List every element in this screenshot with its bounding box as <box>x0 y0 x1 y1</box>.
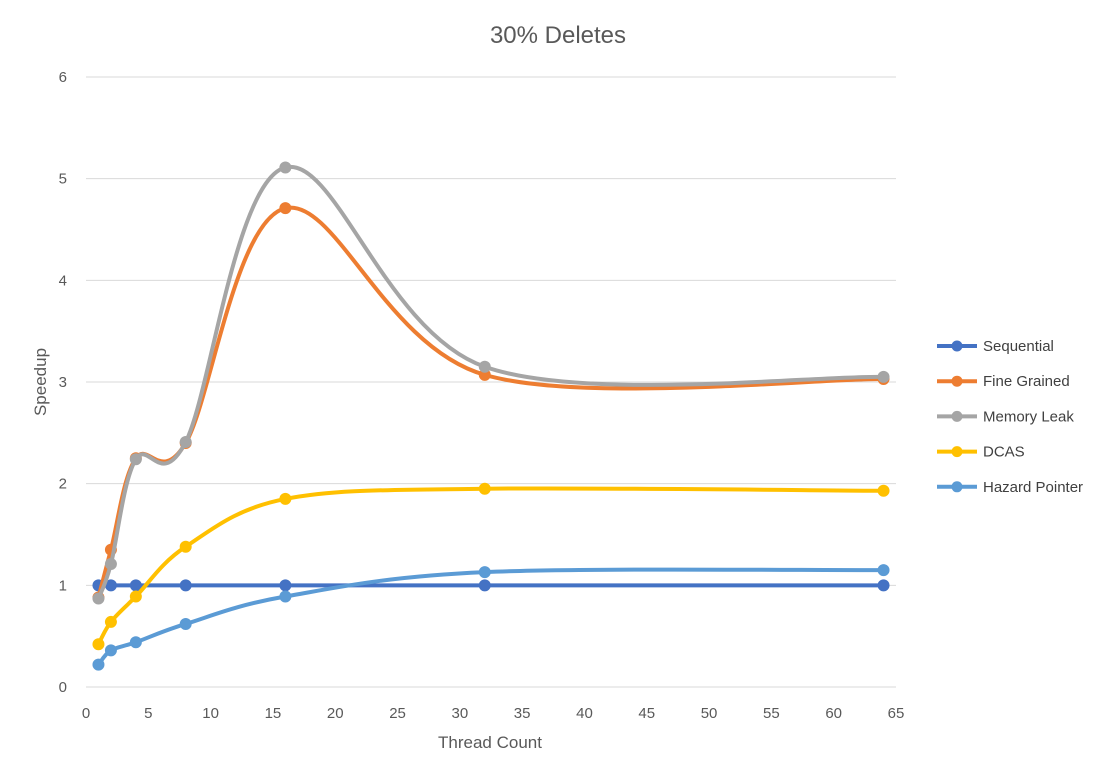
x-tick-label: 5 <box>144 705 152 722</box>
data-point-hazard-pointer <box>129 636 142 649</box>
x-tick-label: 45 <box>638 705 655 722</box>
legend-label: Hazard Pointer <box>983 479 1083 496</box>
data-point-dcas <box>877 484 890 497</box>
data-point-sequential <box>478 579 491 592</box>
data-point-dcas <box>179 540 192 553</box>
y-tick-label: 6 <box>59 69 67 86</box>
data-point-sequential <box>129 579 142 592</box>
data-point-memory-leak <box>179 435 192 448</box>
x-tick-label: 25 <box>389 705 406 722</box>
data-point-memory-leak <box>279 161 292 174</box>
legend-item-sequential: Sequential <box>937 338 1054 355</box>
series-hazard-pointer <box>92 564 890 671</box>
x-tick-label: 35 <box>514 705 531 722</box>
x-tick-label: 50 <box>701 705 718 722</box>
series-line-memory-leak <box>96 165 886 601</box>
legend-item-memory-leak: Memory Leak <box>937 408 1074 425</box>
gridlines <box>86 76 896 586</box>
legend-label: Sequential <box>983 338 1054 355</box>
legend-item-hazard-pointer: Hazard Pointer <box>937 479 1083 496</box>
y-tick-label: 3 <box>59 374 67 391</box>
data-point-dcas <box>279 492 292 505</box>
data-point-memory-leak <box>129 453 142 466</box>
legend-label: Fine Grained <box>983 373 1070 390</box>
series-lines <box>92 161 890 671</box>
chart-title: 30% Deletes <box>490 22 626 49</box>
legend-marker <box>951 446 963 458</box>
data-point-fine-grained <box>279 202 292 215</box>
data-point-sequential <box>279 579 292 592</box>
legend-item-fine-grained: Fine Grained <box>937 373 1070 390</box>
data-point-hazard-pointer <box>279 590 292 603</box>
data-point-memory-leak <box>92 592 105 605</box>
y-tick-label: 5 <box>59 171 67 188</box>
y-tick-label: 0 <box>59 679 67 696</box>
y-tick-label: 2 <box>59 476 67 493</box>
legend: Sequential Fine Grained Memory Leak DCAS Haz… <box>937 338 1083 496</box>
data-point-hazard-pointer <box>92 658 105 671</box>
y-tick-label: 1 <box>59 577 67 594</box>
legend-marker <box>951 340 963 352</box>
data-point-hazard-pointer <box>179 617 192 630</box>
x-tick-label: 20 <box>327 705 344 722</box>
data-point-memory-leak <box>478 360 491 373</box>
data-point-hazard-pointer <box>877 564 890 577</box>
data-point-dcas <box>92 638 105 651</box>
data-point-dcas <box>478 482 491 495</box>
series-fine-grained <box>92 202 890 604</box>
x-tick-label: 65 <box>888 705 905 722</box>
series-line-fine-grained <box>96 205 886 600</box>
x-tick-label: 55 <box>763 705 780 722</box>
y-tick-label: 4 <box>59 272 67 289</box>
x-tick-label: 60 <box>825 705 842 722</box>
data-point-hazard-pointer <box>104 644 117 657</box>
x-axis-title: Thread Count <box>438 733 542 752</box>
y-axis-title: Speedup <box>31 348 50 416</box>
legend-marker <box>951 410 963 422</box>
data-point-memory-leak <box>104 557 117 570</box>
data-point-dcas <box>104 615 117 628</box>
data-point-sequential <box>877 579 890 592</box>
x-tick-label: 0 <box>82 705 90 722</box>
y-axis-ticks: 0 1 2 3 4 5 6 <box>59 69 67 696</box>
x-tick-label: 15 <box>265 705 282 722</box>
data-point-hazard-pointer <box>478 566 491 579</box>
legend-marker <box>951 481 963 493</box>
data-point-memory-leak <box>877 370 890 383</box>
x-axis-ticks: 0 5 10 15 20 25 30 35 40 45 50 55 60 65 <box>82 705 905 722</box>
series-memory-leak <box>92 161 890 605</box>
legend-label: DCAS <box>983 444 1025 461</box>
series-sequential <box>92 579 890 592</box>
legend-label: Memory Leak <box>983 408 1074 425</box>
x-tick-label: 10 <box>202 705 219 722</box>
data-point-sequential <box>179 579 192 592</box>
legend-marker <box>951 375 963 387</box>
data-point-dcas <box>129 590 142 603</box>
series-line-hazard-pointer <box>96 567 886 667</box>
series-line-dcas <box>96 486 886 647</box>
series-dcas <box>92 482 890 651</box>
legend-item-dcas: DCAS <box>937 444 1025 461</box>
x-tick-label: 40 <box>576 705 593 722</box>
x-tick-label: 30 <box>452 705 469 722</box>
